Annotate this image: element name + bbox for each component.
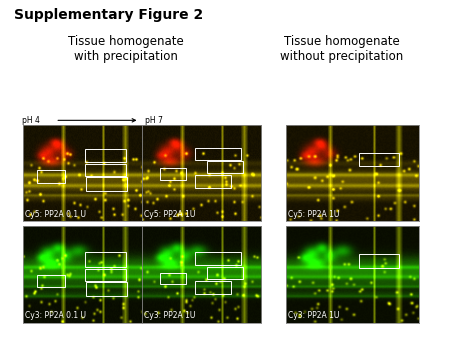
Bar bbox=[85, 164, 126, 176]
Bar bbox=[86, 177, 127, 191]
Text: Cy3: PP2A 0.1 U: Cy3: PP2A 0.1 U bbox=[25, 311, 86, 320]
Bar bbox=[195, 148, 241, 160]
Bar bbox=[160, 273, 186, 284]
Text: pH 4: pH 4 bbox=[22, 116, 40, 125]
Bar bbox=[359, 153, 399, 167]
Bar bbox=[359, 255, 399, 268]
Bar bbox=[85, 252, 126, 267]
Bar bbox=[37, 274, 65, 287]
Text: Cy5: PP2A 1U: Cy5: PP2A 1U bbox=[144, 210, 195, 218]
Bar bbox=[160, 168, 186, 180]
Bar bbox=[85, 269, 126, 281]
Text: Tissue homogenate
with precipitation: Tissue homogenate with precipitation bbox=[68, 35, 184, 64]
Text: Cy5: PP2A 1U: Cy5: PP2A 1U bbox=[288, 210, 340, 218]
Bar bbox=[86, 282, 127, 296]
Text: Tissue homogenate
without precipitation: Tissue homogenate without precipitation bbox=[280, 35, 404, 64]
Text: Cy3: PP2A 1U: Cy3: PP2A 1U bbox=[144, 311, 195, 320]
Bar bbox=[195, 175, 231, 188]
Bar bbox=[37, 170, 65, 183]
Text: Supplementary Figure 2: Supplementary Figure 2 bbox=[14, 8, 203, 22]
Text: Cy5: PP2A 0.1 U: Cy5: PP2A 0.1 U bbox=[25, 210, 86, 218]
Bar bbox=[195, 252, 241, 265]
Text: pH 7: pH 7 bbox=[145, 116, 163, 125]
Bar bbox=[207, 161, 243, 173]
Bar bbox=[85, 149, 126, 162]
Bar bbox=[207, 267, 243, 280]
Text: Cy3: PP2A 1U: Cy3: PP2A 1U bbox=[288, 311, 340, 320]
Bar bbox=[195, 281, 231, 294]
